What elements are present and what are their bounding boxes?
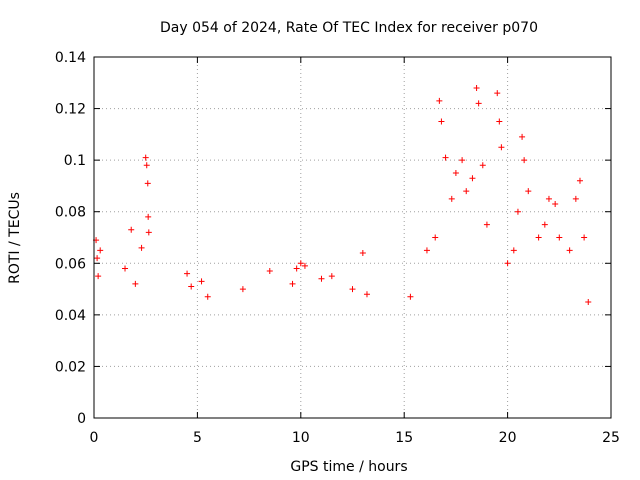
chart-title: Day 054 of 2024, Rate Of TEC Index for r… (160, 20, 538, 36)
x-tick-label: 15 (395, 430, 413, 446)
data-point (436, 97, 443, 104)
axis-ticks: 0 5 10 15 20 25 0 0.02 0.04 0.06 0.08 0.1 0.12 0.14 (55, 50, 620, 446)
data-point (266, 268, 273, 275)
data-point (128, 226, 135, 233)
y-tick-label: 0.08 (55, 205, 86, 221)
data-point (142, 154, 149, 161)
data-point (198, 278, 205, 285)
data-point (585, 298, 592, 305)
y-axis-label: ROTI / TECUs (7, 192, 23, 284)
data-point (475, 100, 482, 107)
data-point (452, 170, 459, 177)
data-point (318, 275, 325, 282)
x-tick-label: 5 (193, 430, 202, 446)
data-point (145, 229, 152, 236)
data-point (432, 234, 439, 241)
data-point (525, 188, 532, 195)
data-point (459, 157, 466, 164)
data-point (328, 273, 335, 280)
data-point (479, 162, 486, 169)
data-point (556, 234, 563, 241)
data-point (95, 273, 102, 280)
data-point (297, 260, 304, 267)
data-points (93, 84, 592, 305)
data-point (581, 234, 588, 241)
data-point (94, 255, 101, 262)
data-point (576, 177, 583, 184)
data-point (407, 293, 414, 300)
data-point (145, 213, 152, 220)
data-point (97, 247, 104, 254)
y-tick-label: 0.02 (55, 359, 86, 375)
data-point (504, 260, 511, 267)
data-point (473, 84, 480, 91)
x-tick-label: 20 (499, 430, 517, 446)
y-tick-label: 0.14 (55, 50, 86, 66)
data-point (289, 280, 296, 287)
data-point (363, 291, 370, 298)
data-point (483, 221, 490, 228)
data-point (545, 195, 552, 202)
data-point (204, 293, 211, 300)
data-point (293, 265, 300, 272)
data-point (514, 208, 521, 215)
data-point (143, 162, 150, 169)
grid-lines (94, 57, 611, 418)
data-point (566, 247, 573, 254)
data-point (521, 157, 528, 164)
data-point (423, 247, 430, 254)
data-point (519, 133, 526, 140)
data-point (132, 280, 139, 287)
y-tick-label: 0 (77, 411, 86, 427)
y-tick-label: 0.1 (64, 153, 86, 169)
y-tick-label: 0.06 (55, 256, 86, 272)
data-point (184, 270, 191, 277)
data-point (469, 175, 476, 182)
data-point (496, 118, 503, 125)
plot-frame (93, 56, 612, 419)
y-tick-label: 0.04 (55, 308, 86, 324)
data-point (448, 195, 455, 202)
data-point (494, 90, 501, 97)
data-point (188, 283, 195, 290)
data-point (572, 195, 579, 202)
data-point (359, 249, 366, 256)
y-tick-label: 0.12 (55, 102, 86, 118)
data-point (552, 200, 559, 207)
data-point (535, 234, 542, 241)
data-point (510, 247, 517, 254)
data-point (301, 262, 308, 269)
data-point (138, 244, 145, 251)
data-point (463, 188, 470, 195)
data-point (442, 154, 449, 161)
x-axis-label: GPS time / hours (290, 459, 407, 475)
data-point (144, 180, 151, 187)
data-point (239, 286, 246, 293)
x-tick-label: 10 (292, 430, 310, 446)
data-point (498, 144, 505, 151)
data-point (541, 221, 548, 228)
x-tick-label: 0 (90, 430, 99, 446)
data-point (438, 118, 445, 125)
x-tick-label: 25 (602, 430, 620, 446)
data-point (349, 286, 356, 293)
data-point (122, 265, 129, 272)
